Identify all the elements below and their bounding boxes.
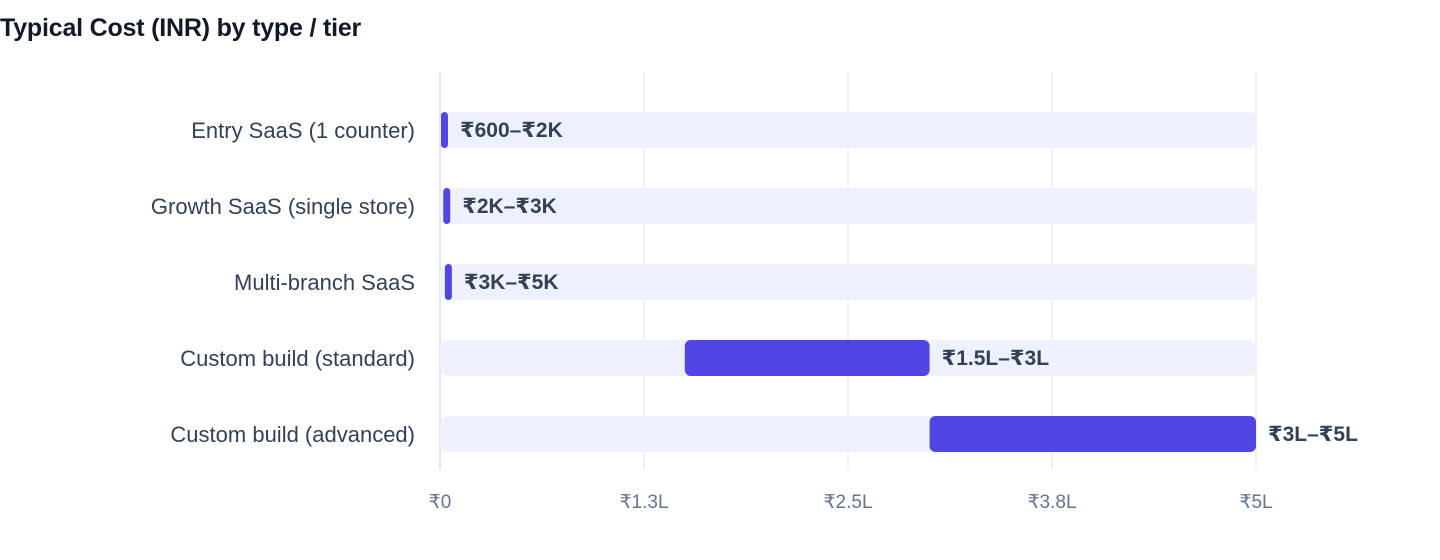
chart-title: Typical Cost (INR) by type / tier xyxy=(0,14,362,42)
value-label: ₹3L–₹5L xyxy=(1268,423,1358,446)
range-bars xyxy=(440,112,1256,452)
category-label: Multi-branch SaaS xyxy=(234,270,415,295)
value-label: ₹2K–₹3K xyxy=(462,195,557,218)
x-tick-label: ₹3.8L xyxy=(1027,492,1076,513)
category-label: Custom build (standard) xyxy=(180,346,415,371)
x-tick-label: ₹2.5L xyxy=(823,492,872,513)
x-tick-label: ₹5L xyxy=(1239,492,1272,513)
category-labels: Entry SaaS (1 counter) Growth SaaS (singl… xyxy=(151,118,415,447)
x-tick-label: ₹0 xyxy=(429,492,452,513)
value-label: ₹3K–₹5K xyxy=(464,271,559,294)
category-label: Entry SaaS (1 counter) xyxy=(191,118,415,143)
range-bar xyxy=(929,416,1256,452)
value-labels: ₹600–₹2K ₹2K–₹3K ₹3K–₹5K ₹1.5L–₹3L ₹3L–₹5L xyxy=(460,119,1358,446)
range-bar xyxy=(444,264,452,300)
bar-track xyxy=(440,264,1256,300)
range-bar xyxy=(684,340,930,376)
x-tick-label: ₹1.3L xyxy=(619,492,668,513)
range-bar xyxy=(440,112,448,148)
bar-track xyxy=(440,112,1256,148)
bar-track xyxy=(440,188,1256,224)
category-label: Custom build (advanced) xyxy=(170,422,415,447)
value-label: ₹1.5L–₹3L xyxy=(942,347,1050,370)
x-axis-ticks: ₹0 ₹1.3L ₹2.5L ₹3.8L ₹5L xyxy=(429,492,1273,513)
range-bar xyxy=(443,188,451,224)
category-label: Growth SaaS (single store) xyxy=(151,194,415,219)
value-label: ₹600–₹2K xyxy=(460,119,563,142)
